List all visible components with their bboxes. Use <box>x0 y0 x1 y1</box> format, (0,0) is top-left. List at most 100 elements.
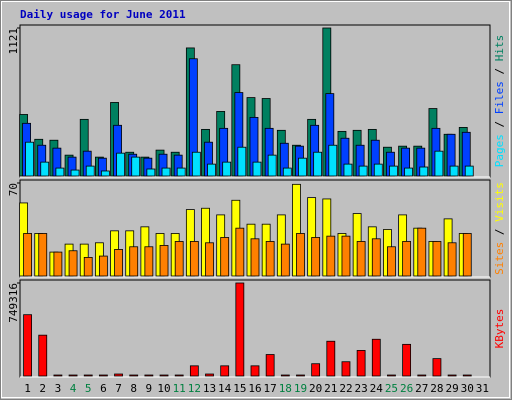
legend-entry: Sites <box>493 242 506 275</box>
bar <box>267 154 277 177</box>
bar <box>356 350 366 377</box>
bar <box>40 161 50 177</box>
bar <box>174 241 184 277</box>
x-tick-label: 18 <box>279 382 292 395</box>
bar <box>464 165 474 177</box>
bar <box>328 144 338 177</box>
y-tick-label: 70 <box>7 183 20 196</box>
bar <box>144 374 154 377</box>
chart-title: Daily usage for June 2011 <box>20 8 186 21</box>
bar <box>68 374 78 377</box>
x-tick-label: 13 <box>203 382 216 395</box>
legend-entry: KBytes <box>493 309 506 349</box>
x-tick-label: 12 <box>188 382 201 395</box>
legend-entry: Pages <box>493 134 506 167</box>
bar <box>341 361 351 377</box>
bar <box>237 146 247 177</box>
bar <box>447 242 457 277</box>
y-tick-label: 749316 <box>7 283 20 323</box>
bar <box>220 365 230 377</box>
bar <box>402 241 412 277</box>
bar <box>23 314 32 377</box>
bar <box>387 246 396 277</box>
bar <box>434 150 444 177</box>
bar <box>449 165 459 177</box>
bar <box>371 338 381 377</box>
bar <box>146 168 156 177</box>
legend-separator: / <box>493 61 506 81</box>
x-tick-label: 26 <box>400 382 413 395</box>
x-tick-label: 1 <box>24 382 31 395</box>
bar <box>419 166 429 177</box>
bar <box>296 233 305 277</box>
x-tick-label: 28 <box>430 382 443 395</box>
bar <box>265 354 275 377</box>
bar <box>358 165 368 177</box>
x-tick-label: 21 <box>324 382 337 395</box>
bar <box>131 156 141 177</box>
bar <box>417 374 427 377</box>
x-tick-label: 15 <box>233 382 246 395</box>
bar <box>176 167 186 177</box>
bar <box>161 167 171 177</box>
bar <box>222 161 232 177</box>
bar <box>207 163 216 177</box>
x-tick-label: 6 <box>100 382 107 395</box>
x-tick-label: 27 <box>415 382 428 395</box>
bar <box>114 249 123 277</box>
bar <box>311 363 321 377</box>
x-tick-label: 19 <box>294 382 307 395</box>
bar <box>235 227 245 277</box>
bar <box>311 237 321 277</box>
bar <box>447 374 457 377</box>
bar <box>326 235 336 277</box>
legend: KBytes <box>493 309 506 349</box>
bar <box>129 374 139 377</box>
bar <box>404 167 414 177</box>
x-tick-label: 23 <box>355 382 368 395</box>
bar <box>144 246 154 277</box>
bar <box>252 161 262 177</box>
bar <box>85 165 95 177</box>
bar <box>296 374 305 377</box>
bar <box>250 365 260 377</box>
bar <box>100 170 110 177</box>
bar <box>159 245 169 277</box>
legend-entry: Hits <box>493 35 506 62</box>
bar <box>356 241 366 277</box>
bar <box>280 243 290 277</box>
bar <box>235 282 245 377</box>
legend-separator: / <box>493 222 506 242</box>
bar <box>189 365 199 377</box>
x-tick-label: 10 <box>157 382 170 395</box>
bar <box>53 251 63 277</box>
bar <box>116 152 125 177</box>
bar <box>205 373 214 377</box>
x-tick-label: 25 <box>385 382 398 395</box>
legend-entry: Visits <box>493 182 506 222</box>
bar <box>25 141 34 177</box>
x-tick-label: 7 <box>115 382 122 395</box>
bar <box>387 374 396 377</box>
x-tick-label: 22 <box>339 382 352 395</box>
bar <box>191 151 201 177</box>
bar <box>70 169 80 177</box>
bar <box>402 343 412 377</box>
bar <box>341 235 351 277</box>
bar <box>462 233 472 277</box>
legend-entry: Files <box>493 81 506 114</box>
bar <box>462 374 472 377</box>
bar <box>38 334 48 377</box>
bar <box>159 374 169 377</box>
x-tick-label: 16 <box>248 382 261 395</box>
x-tick-label: 24 <box>370 382 384 395</box>
x-tick-label: 3 <box>55 382 62 395</box>
bar <box>98 255 108 277</box>
bar <box>83 374 93 377</box>
bar <box>373 163 383 177</box>
bar <box>38 233 48 277</box>
panel <box>19 279 491 378</box>
bar <box>68 250 78 277</box>
x-tick-label: 14 <box>218 382 232 395</box>
